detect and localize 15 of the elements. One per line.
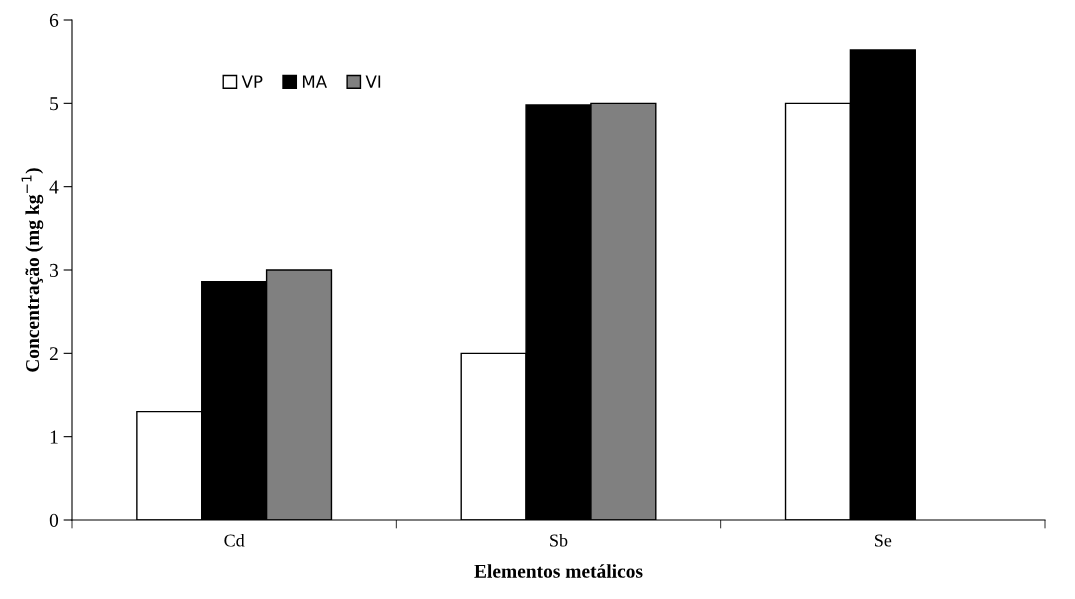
y-tick-label: 0	[49, 513, 59, 527]
y-tick-label: 4	[49, 180, 59, 194]
x-tick-label: Sb	[550, 533, 568, 547]
y-tick-label: 1	[50, 430, 58, 444]
y-tick-label: 3	[50, 263, 59, 277]
legend-label: VP	[241, 75, 263, 88]
y-axis-title: Concentração (mg kg$^{−1}$)	[21, 168, 44, 372]
legend-label: VI	[365, 75, 381, 88]
x-axis-title: Elementos metálicos	[474, 564, 643, 578]
legend-label: MA	[302, 75, 327, 88]
y-tick-label: 6	[49, 13, 59, 27]
x-tick-label: Se	[875, 534, 892, 547]
x-tick-label: Cd	[224, 533, 245, 547]
y-tick-label: 5	[50, 97, 59, 111]
y-tick-label: 2	[49, 347, 58, 361]
